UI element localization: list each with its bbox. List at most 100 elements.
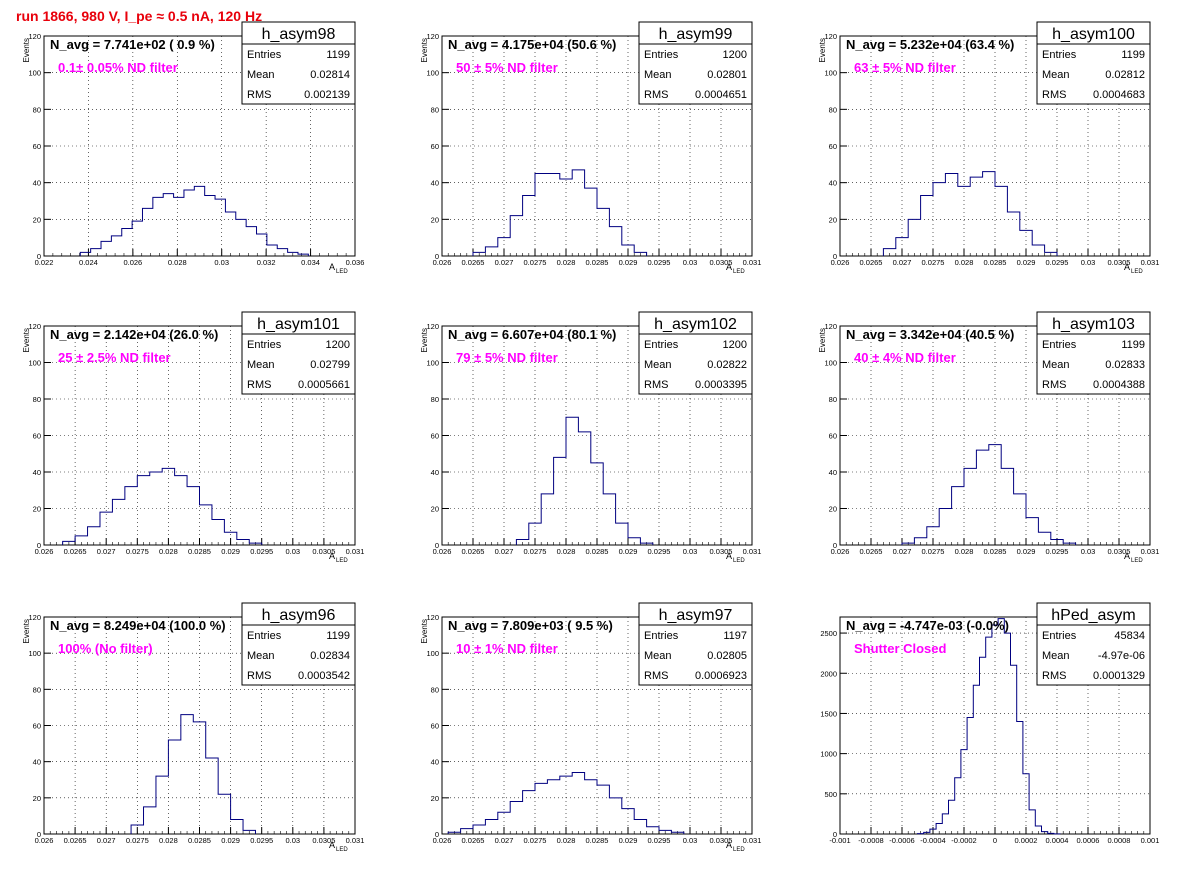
x-axis-label-subscript: LED [336,558,348,564]
y-tick-label: 100 [28,649,41,658]
x-axis-label: A [329,262,335,272]
x-tick-label: 0.031 [743,547,762,556]
y-tick-label: 80 [33,105,41,114]
x-tick-label: 0.028 [955,258,974,267]
y-tick-label: 60 [829,142,837,151]
x-tick-label: 0.0295 [648,836,671,845]
y-tick-label: 40 [33,468,41,477]
y-tick-label: 60 [431,722,439,731]
stats-label-entries: Entries [247,630,282,642]
x-tick-label: 0.0305 [1108,547,1131,556]
y-tick-label: 20 [829,505,837,514]
x-tick-label: 0.03 [683,258,698,267]
x-tick-label: 0.0265 [64,836,87,845]
x-tick-label: 0.027 [495,547,514,556]
x-tick-label: -0.0004 [920,836,945,845]
stats-box [241,311,356,395]
y-tick-label: 100 [426,69,439,78]
histogram-panel-h_asym101: 0.026 0.0265 0.027 0.0275 0.028 0.0285 0.029 0.… [22,311,364,564]
x-tick-label: 0.031 [1141,547,1160,556]
x-tick-label: 0.031 [743,836,762,845]
stats-box [638,602,753,686]
y-tick-label: 20 [431,505,439,514]
histogram-panel-h_asym102: 0.026 0.0265 0.027 0.0275 0.028 0.0285 0.029 0.… [420,311,762,564]
x-tick-label: 0.0285 [188,547,211,556]
x-tick-label: 0.0275 [524,258,547,267]
stats-label-mean: Mean [247,359,275,371]
x-tick-label: 0.0305 [710,258,733,267]
x-tick-label: 0.027 [893,547,912,556]
histogram-panel-h_asym99: 0.026 0.0265 0.027 0.0275 0.028 0.0285 0.029 0.… [420,21,761,275]
x-tick-label: 0.0275 [524,547,547,556]
y-tick-label: 0 [833,541,837,550]
y-tick-label: 80 [431,105,439,114]
stats-label-rms: RMS [247,670,271,682]
stats-label-entries: Entries [644,49,679,61]
x-tick-label: 0.031 [346,836,365,845]
x-axis-label: A [726,262,732,272]
x-tick-label: 0.026 [433,547,452,556]
x-tick-label: 0.028 [557,547,576,556]
stats-value-rms: 0.002139 [304,89,350,101]
y-tick-label: 40 [829,179,837,188]
y-tick-label: 120 [824,322,837,331]
x-tick-label: 0.027 [893,258,912,267]
histogram-line [882,171,1058,256]
x-tick-label: 0.03 [683,547,698,556]
histogram-line [62,467,263,545]
x-tick-label: 0.0265 [860,547,883,556]
x-tick-label: 0.028 [955,547,974,556]
histogram-panel-h_asym96: 0.026 0.0265 0.027 0.0275 0.028 0.0285 0.029 0.… [22,602,365,853]
y-tick-label: 60 [33,432,41,441]
x-tick-label: 0.0006 [1077,836,1100,845]
x-tick-label: -0.0002 [951,836,976,845]
histogram-name: h_asym101 [257,316,340,333]
filter-annotation: 0.1± 0.05% ND filter [58,60,178,75]
x-tick-label: 0.0275 [126,547,149,556]
histogram-name: hPed_asym [1051,607,1136,624]
stats-value-rms: 0.0001329 [1093,670,1145,682]
x-axis-label-subscript: LED [733,558,745,564]
x-tick-label: 0.026 [831,258,850,267]
y-tick-label: 60 [431,142,439,151]
x-tick-label: 0.027 [495,258,514,267]
x-tick-label: 0.0275 [126,836,149,845]
stats-value-entries: 1199 [326,49,350,61]
histogram-name: h_asym96 [262,607,336,624]
histogram-name: h_asym99 [659,26,733,43]
navg-label: N_avg = 8.249e+04 (100.0 %) [50,618,226,633]
stats-label-entries: Entries [247,339,282,351]
y-tick-label: 2500 [820,629,837,638]
stats-value-rms: 0.0003542 [298,670,350,682]
navg-label: N_avg = 7.809e+03 ( 9.5 %) [448,618,613,633]
stats-label-entries: Entries [1042,49,1077,61]
x-axis-label-subscript: LED [1131,269,1143,275]
histogram-line [79,185,309,256]
stats-value-rms: 0.0006923 [695,670,747,682]
x-tick-label: 0.03 [683,836,698,845]
y-tick-label: 0 [435,830,439,839]
stats-box [638,311,753,395]
navg-label: N_avg = 7.741e+02 ( 0.9 %) [50,37,215,52]
x-tick-label: 0.001 [1141,836,1160,845]
y-tick-label: 2000 [820,669,837,678]
y-tick-label: 0 [37,252,41,261]
y-tick-label: 20 [829,215,837,224]
x-tick-label: 0.026 [831,547,850,556]
y-tick-label: 0 [435,252,439,261]
x-tick-label: 0.0305 [312,836,335,845]
x-axis-label: A [726,840,732,850]
y-tick-label: 120 [28,32,41,41]
x-tick-label: 0.03 [285,836,300,845]
x-tick-label: 0.0295 [1046,547,1069,556]
x-tick-label: 0.029 [619,547,638,556]
y-tick-label: 0 [833,830,837,839]
histogram-name: h_asym102 [654,316,737,333]
x-tick-label: -0.0008 [858,836,883,845]
x-axis-label: A [329,551,335,561]
y-tick-label: 60 [33,142,41,151]
stats-label-entries: Entries [247,49,282,61]
stats-box [1036,602,1151,686]
y-tick-label: 60 [431,432,439,441]
